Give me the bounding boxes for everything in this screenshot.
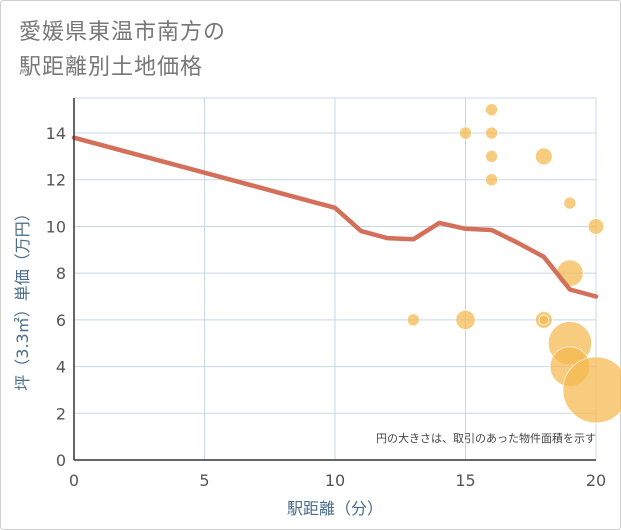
scatter-point bbox=[455, 309, 476, 330]
scatter-point bbox=[587, 218, 605, 235]
scatter-point bbox=[562, 356, 621, 424]
title-line-2: 駅距離別土地価格 bbox=[19, 55, 204, 80]
scatter-point bbox=[538, 314, 549, 325]
y-tick-label: 10 bbox=[46, 217, 66, 236]
scatter-point bbox=[563, 196, 577, 210]
grid-lines bbox=[74, 97, 597, 460]
y-tick-label: 8 bbox=[56, 264, 66, 283]
axes bbox=[73, 98, 596, 461]
y-tick-label: 2 bbox=[56, 404, 66, 423]
scatter-point bbox=[556, 259, 584, 287]
x-tick-label: 5 bbox=[199, 471, 209, 490]
scatter-point bbox=[485, 173, 498, 187]
y-tick-label: 6 bbox=[56, 311, 66, 330]
x-tick-label: 20 bbox=[586, 471, 606, 490]
scatter-points bbox=[406, 103, 621, 424]
chart-title: 愛媛県東温市南方の 駅距離別土地価格 bbox=[19, 15, 226, 85]
tick-labels: 0 5 10 15 20 0 2 4 6 8 10 12 14 bbox=[46, 124, 607, 490]
size-note: 円の大きさは、取引のあった物件面積を示す bbox=[376, 431, 596, 445]
trend-line bbox=[71, 135, 599, 299]
y-tick-label: 4 bbox=[56, 358, 66, 377]
y-axis-title: 坪（3.3㎡）単価（万円） bbox=[13, 205, 32, 390]
scatter-point bbox=[459, 126, 472, 140]
x-tick-label: 10 bbox=[325, 471, 345, 490]
title-line-1: 愛媛県東温市南方の bbox=[19, 20, 227, 45]
x-axis-title: 駅距離（分） bbox=[287, 499, 383, 518]
scatter-point bbox=[485, 150, 498, 163]
y-tick-label: 0 bbox=[56, 451, 66, 470]
x-tick-label: 15 bbox=[455, 471, 475, 490]
scatter-point bbox=[535, 147, 553, 166]
scatter-point bbox=[485, 103, 498, 116]
y-tick-label: 12 bbox=[46, 171, 66, 190]
y-tick-label: 14 bbox=[46, 124, 66, 143]
scatter-point bbox=[485, 126, 498, 140]
scatter-point bbox=[406, 313, 420, 327]
x-tick-label: 0 bbox=[69, 471, 79, 490]
trend-line-group bbox=[71, 135, 599, 299]
